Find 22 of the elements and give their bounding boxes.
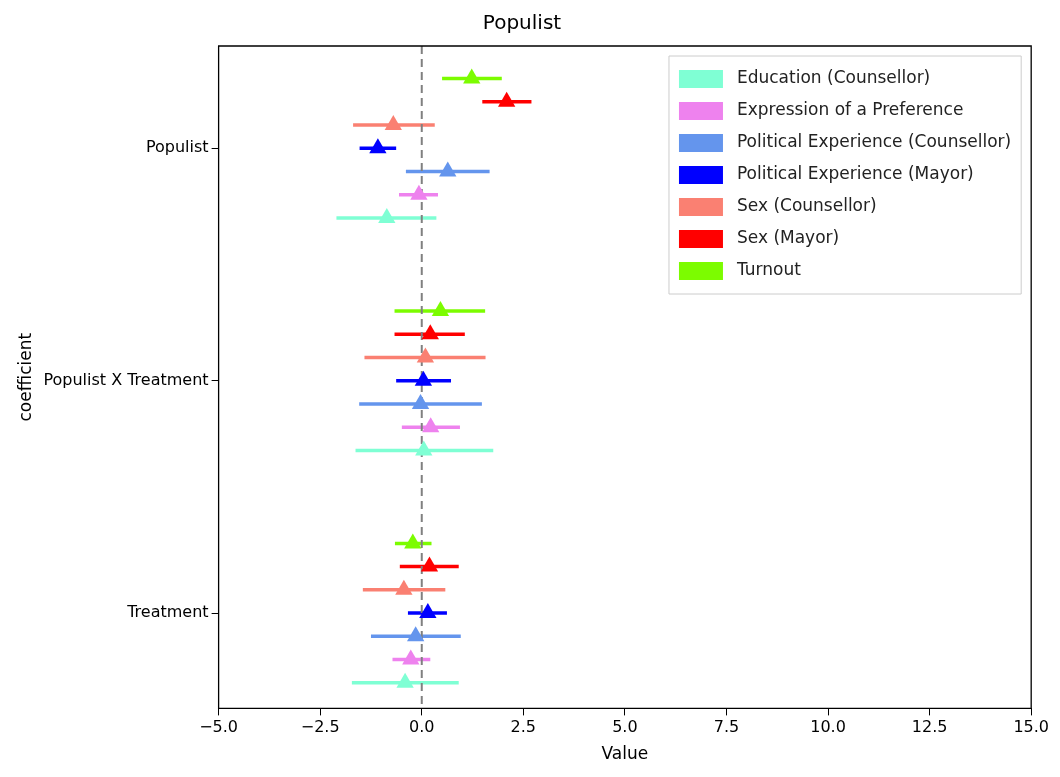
x-axis-title: Value [601, 743, 649, 764]
y-axis-title: coefficient [14, 332, 35, 422]
y-tick-label: Populist [145, 137, 209, 157]
legend-label: Turnout [735, 259, 802, 280]
legend-label: Political Experience (Mayor) [736, 163, 974, 184]
legend-label: Sex (Mayor) [736, 227, 840, 248]
x-tick-label: 12.5 [911, 717, 948, 737]
y-tick-label: Populist X Treatment [43, 369, 209, 389]
legend-label: Education (Counsellor) [736, 67, 931, 88]
chart-title: Populist [482, 10, 562, 35]
x-tick-label: 0.0 [409, 717, 435, 737]
legend-label: Sex (Counsellor) [736, 195, 877, 216]
x-tick-label: −5.0 [199, 717, 239, 737]
x-tick-label: 10.0 [810, 717, 846, 737]
x-tick-label: 5.0 [612, 717, 638, 737]
x-tick-label: 7.5 [713, 717, 740, 737]
legend-label: Political Experience (Counsellor) [736, 131, 1012, 152]
x-tick-label: −2.5 [300, 717, 340, 737]
legend-label: Expression of a Preference [736, 99, 964, 120]
y-tick-label: Treatment [126, 602, 209, 622]
x-tick-label: 15.0 [1013, 717, 1049, 737]
x-tick-label: 2.5 [510, 717, 537, 737]
